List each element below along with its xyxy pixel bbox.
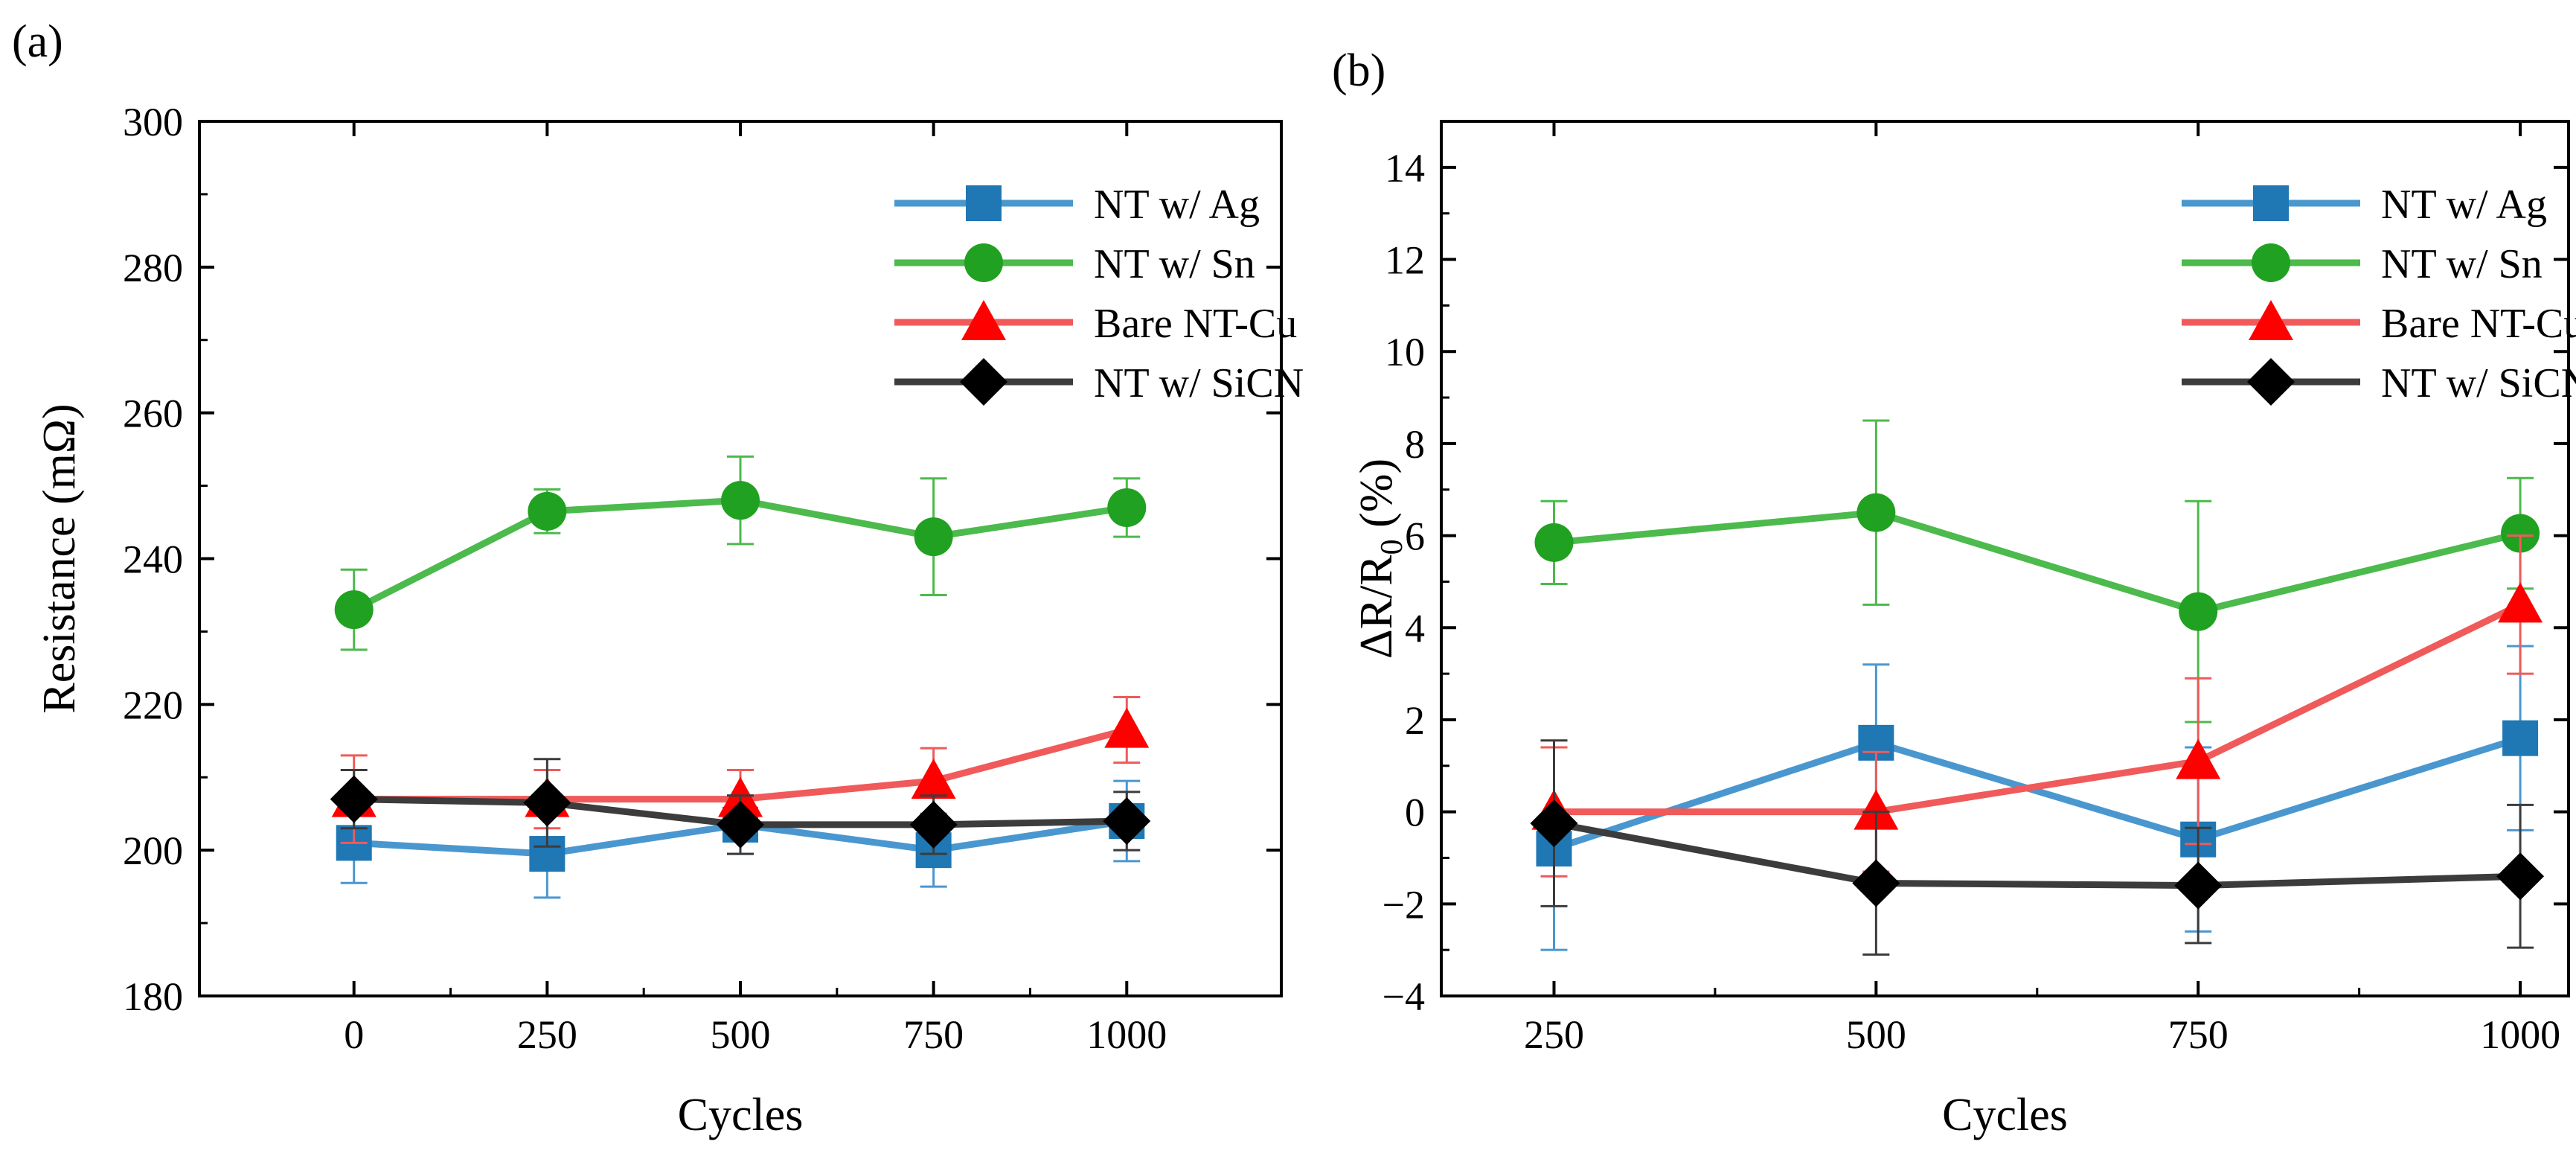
legend-label: NT w/ Ag [1094,182,1260,228]
series-nt-w-ag [1536,645,2539,951]
y-tick-label: 220 [123,683,183,727]
panel-label: (b) [1332,45,1385,96]
data-point [523,779,571,827]
data-point [2501,514,2540,553]
x-axis-title: Cycles [678,1090,804,1140]
y-tick-label: 14 [1385,146,1425,191]
legend-marker [2247,358,2295,406]
x-axis-title: Cycles [1942,1090,2068,1140]
y-axis-title-sub: 0 [1375,539,1409,555]
y-tick-label: 180 [123,974,183,1019]
y-tick-label: 4 [1405,606,1425,651]
y-axis-title-tail: (%) [1351,459,1402,539]
y-tick-label: 2 [1405,698,1425,743]
data-point [528,491,567,531]
series-nt-w-sicn [330,758,1151,855]
legend-label: NT w/ Ag [2381,182,2547,228]
x-tick-label: 250 [517,1012,577,1057]
legend-label: NT w/ SiCN [1094,360,1304,406]
legend: NT w/ Ag NT w/ Sn Bare NT-Cu NT w/ SiCN [2182,182,2576,406]
x-tick-label: 250 [1524,1012,1584,1057]
y-tick-label: −2 [1382,882,1425,927]
y-axis-title: ΔR/R0 (%) [1351,459,1409,659]
legend-marker [2253,185,2289,221]
legend-label: NT w/ SiCN [2381,360,2576,406]
data-point [1103,797,1151,845]
chart-panel-a: (a) 0 250 500 750 1000 180 200 220 240 260 280 300 Cy… [12,16,1304,1140]
data-point [330,775,378,823]
series-line [1554,509,2522,616]
data-point [334,590,374,630]
data-point [2498,582,2543,623]
y-tick-label: 200 [123,828,183,873]
legend: NT w/ Ag NT w/ Sn Bare NT-Cu NT w/ SiCN [894,182,1304,406]
data-point [2176,738,2221,779]
y-axis-title-main: ΔR/R [1351,555,1402,659]
series-line [1553,820,2521,890]
legend-label: Bare NT-Cu [1094,301,1297,347]
series-nt-w-sicn [1530,739,2545,956]
data-point [909,800,958,849]
series-line [1554,601,2522,816]
data-point [2174,861,2223,910]
y-tick-label: 12 [1385,238,1425,283]
panel-label: (a) [12,16,63,67]
data-point [1104,707,1150,748]
x-tick-label: 0 [344,1012,364,1057]
legend-marker [2252,243,2290,282]
series-nt-w-sn [1534,419,2540,724]
y-tick-label: 280 [123,246,183,290]
legend-label: Bare NT-Cu [2381,301,2576,347]
y-tick-label: 240 [123,537,183,582]
y-tick-label: 0 [1405,791,1425,835]
legend-marker [960,358,1007,406]
legend-label: NT w/ Sn [2381,241,2543,287]
y-tick-label: 6 [1405,514,1425,559]
chart-panel-b: (b) 250 500 750 1000 −4 −2 0 2 4 6 8 10 12 14 Cycles ΔR/… [1332,45,2576,1140]
data-point [911,759,956,799]
y-tick-label: −4 [1382,974,1425,1019]
series-nt-w-sn [334,455,1147,651]
legend-marker [964,243,1003,282]
y-tick-label: 260 [123,392,183,436]
legend-label: NT w/ Sn [1094,241,1255,287]
series-line [1553,735,2522,852]
plot-frame [1440,120,2570,997]
x-tick-label: 1000 [2480,1012,2560,1057]
data-point [2496,852,2545,901]
y-tick-label: 8 [1405,422,1425,467]
x-tick-label: 750 [903,1012,964,1057]
data-point [2502,720,2539,756]
data-point [1852,859,1900,907]
data-point [717,800,764,849]
x-tick-label: 500 [711,1012,771,1057]
y-axis-title: Resistance (mΩ) [34,403,85,713]
legend-marker [2249,300,2293,340]
data-point [1107,488,1147,527]
data-point [721,481,760,520]
y-tick-label: 10 [1385,330,1425,374]
data-point [2179,592,2218,631]
legend-marker [966,185,1002,221]
data-point [1856,493,1896,532]
legend-marker [961,300,1006,340]
data-point [1534,523,1574,562]
y-tick-label: 300 [123,100,183,144]
x-tick-label: 750 [2168,1012,2229,1057]
data-point [1530,799,1578,848]
data-point [1853,789,1899,830]
series-bare-nt-cu [1531,534,2543,878]
x-tick-label: 1000 [1086,1012,1167,1057]
x-tick-label: 500 [1846,1012,1906,1057]
data-point [914,517,953,557]
